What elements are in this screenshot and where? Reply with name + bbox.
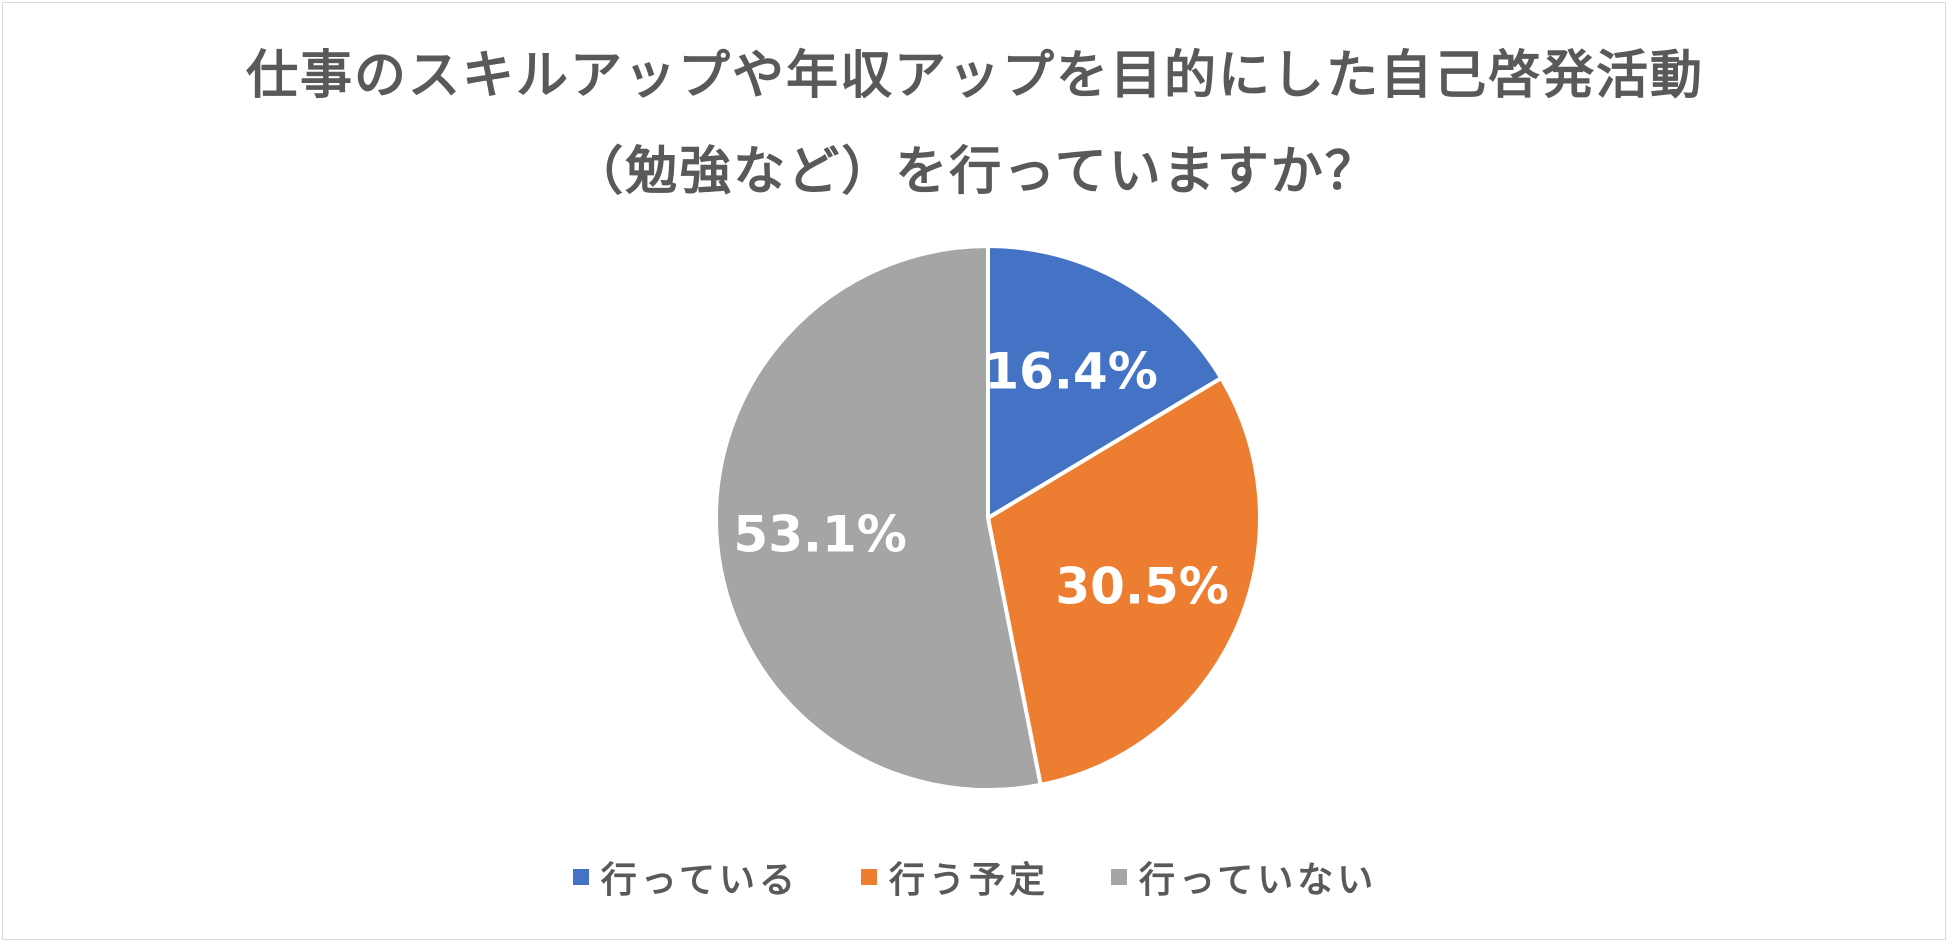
pie-slice-not-doing [714,244,1043,792]
legend-swatch-doing [572,869,589,885]
legend-label-not-doing: 行っていない [1139,860,1378,901]
data-label-not-doing: 53.1% [733,505,906,563]
legend-label-planning: 行う予定 [888,860,1049,901]
legend-item-planning: 行う予定 [860,851,1049,903]
pie-slice-planning [986,376,1262,787]
data-label-planning: 30.5% [1055,557,1228,615]
data-label-doing: 16.4% [984,342,1157,400]
chart-title-line-1: 仕事のスキルアップや年収アップを目的にした自己啓発活動 [245,46,1704,106]
legend-item-not-doing: 行っていない [1111,851,1377,903]
legend-swatch-not-doing [1111,869,1127,885]
chart-title-line-2: （勉強など）を行っていますか？ [571,142,1379,202]
pie-slice-doing [986,244,1224,520]
legend-item-doing: 行っている [572,851,799,903]
legend-swatch-planning [860,869,877,885]
legend-label-doing: 行っている [600,860,799,901]
chart-legend: 行っている 行う予定 行っていない [0,852,1950,902]
